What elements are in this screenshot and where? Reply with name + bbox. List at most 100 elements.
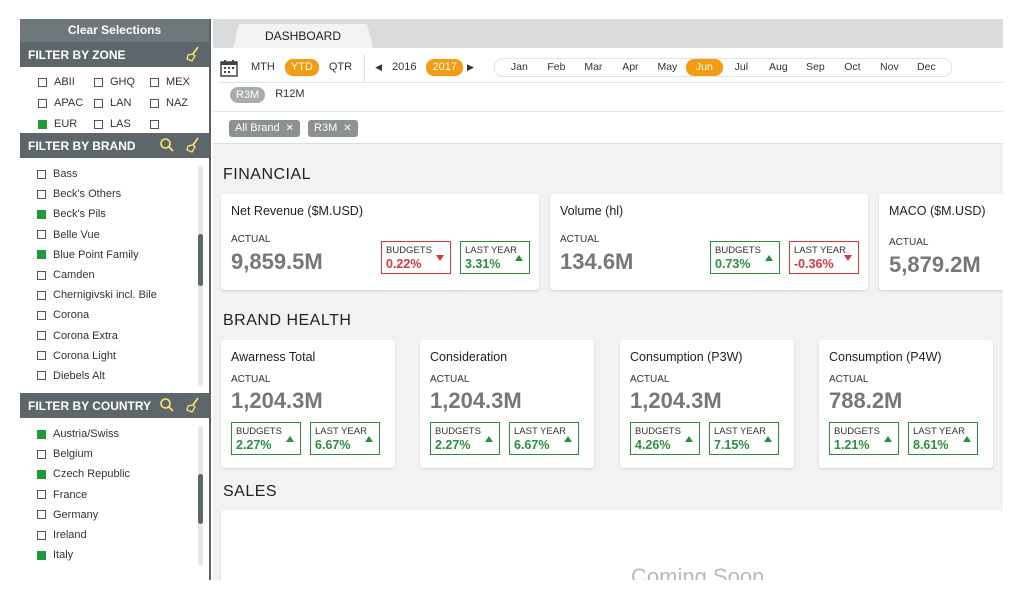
checkbox[interactable]	[38, 98, 47, 108]
rolling-period-toggle[interactable]: R3M	[230, 86, 266, 103]
checkbox-item[interactable]: MEX	[150, 74, 206, 90]
checkbox[interactable]	[37, 371, 46, 381]
checkbox-item[interactable]: Corona Light	[37, 346, 209, 366]
checkbox-item[interactable]: Belle Vue	[37, 225, 209, 245]
checkbox-item[interactable]: Corona	[37, 305, 209, 325]
checkbox[interactable]	[37, 331, 46, 341]
tab-dashboard[interactable]: DASHBOARD	[233, 24, 373, 48]
checkbox-item[interactable]: Austria/Swiss	[37, 424, 209, 444]
checkbox-item[interactable]: LAS	[94, 116, 150, 132]
checkbox-item[interactable]: EUR	[38, 116, 94, 132]
checkbox[interactable]	[150, 98, 159, 108]
checkbox[interactable]	[37, 169, 46, 179]
checkbox[interactable]	[94, 77, 103, 87]
checkbox-item[interactable]: Belgium	[37, 444, 209, 464]
kpi-actual-label: ACTUAL	[889, 237, 929, 248]
checkbox[interactable]	[37, 510, 46, 520]
budgets-metric: BUDGETS 2.27%	[430, 422, 500, 455]
kpi-actual-label: ACTUAL	[231, 234, 271, 245]
broom-icon[interactable]	[185, 46, 201, 62]
checkbox-item[interactable]: Beck's Others	[37, 184, 209, 204]
calendar-icon[interactable]	[219, 58, 239, 78]
checkbox-item[interactable]: LAN	[94, 95, 150, 111]
checkbox-label: Beck's Pils	[53, 208, 106, 221]
year-toggle[interactable]: 2017	[426, 59, 463, 76]
checkbox[interactable]	[38, 77, 47, 87]
checkbox-item[interactable]: Italy	[37, 545, 209, 565]
last-year-metric: LAST YEAR -0.36%	[789, 241, 859, 274]
checkbox-item[interactable]: Germany	[37, 505, 209, 525]
checkbox[interactable]	[37, 209, 46, 219]
checkbox[interactable]	[150, 119, 159, 129]
checkbox[interactable]	[37, 310, 46, 320]
country-scroll-thumb[interactable]	[198, 474, 203, 524]
month-toggle[interactable]: Aug	[769, 61, 788, 73]
month-toggle[interactable]: Apr	[622, 61, 639, 73]
month-toggle[interactable]: Sep	[806, 61, 825, 73]
checkbox-item[interactable]	[150, 116, 206, 132]
checkbox-item[interactable]: Beck's Pils	[37, 204, 209, 224]
checkbox-item[interactable]: France	[37, 485, 209, 505]
checkbox-item[interactable]: Corona Extra	[37, 326, 209, 346]
kpi-title: Consumption (P4W)	[829, 350, 942, 364]
month-toggle[interactable]: Nov	[880, 61, 899, 73]
checkbox-item[interactable]: GHQ	[94, 74, 150, 90]
checkbox[interactable]	[37, 469, 46, 479]
country-scrollbar[interactable]	[198, 426, 203, 566]
close-icon[interactable]: ✕	[285, 122, 295, 134]
broom-icon[interactable]	[185, 397, 201, 413]
month-toggle[interactable]: Oct	[844, 61, 861, 73]
checkbox[interactable]	[94, 98, 103, 108]
search-icon[interactable]	[159, 137, 175, 153]
search-icon[interactable]	[159, 397, 175, 413]
month-toggle[interactable]: Jun	[685, 59, 723, 76]
checkbox-item[interactable]: Chernigivski incl. Bile	[37, 285, 209, 305]
period-toggle[interactable]: QTR	[328, 61, 353, 73]
checkbox[interactable]	[37, 550, 46, 560]
year-prev-arrow-icon[interactable]: ◀	[375, 62, 382, 72]
checkbox[interactable]	[37, 290, 46, 300]
trend-down-icon	[844, 255, 852, 261]
broom-icon[interactable]	[185, 137, 201, 153]
checkbox-item[interactable]: Ireland	[37, 525, 209, 545]
checkbox-item[interactable]: Blue Point Family	[37, 245, 209, 265]
checkbox[interactable]	[37, 270, 46, 280]
checkbox[interactable]	[37, 351, 46, 361]
brand-scrollbar[interactable]	[198, 166, 203, 386]
checkbox-item[interactable]: Diebels Alt	[37, 366, 209, 386]
month-toggle[interactable]: Feb	[547, 61, 566, 73]
period-toggle[interactable]: MTH	[251, 61, 275, 73]
month-toggle[interactable]: Mar	[584, 61, 603, 73]
checkbox[interactable]	[37, 250, 46, 260]
metric-label: BUDGETS	[635, 426, 681, 437]
checkbox[interactable]	[37, 449, 46, 459]
year-toggle[interactable]: 2016	[391, 61, 417, 73]
rolling-period-group: R3M R12M	[230, 86, 311, 103]
checkbox-item[interactable]: Bass	[37, 164, 209, 184]
checkbox[interactable]	[37, 230, 46, 240]
close-icon[interactable]: ✕	[343, 122, 352, 134]
checkbox[interactable]	[37, 490, 46, 500]
period-toggle[interactable]: YTD	[284, 59, 319, 76]
trend-up-icon	[764, 436, 772, 442]
checkbox-item[interactable]: NAZ	[150, 95, 206, 111]
rolling-period-toggle[interactable]: R12M	[275, 88, 305, 100]
checkbox-item[interactable]: Camden	[37, 265, 209, 285]
checkbox[interactable]	[37, 189, 46, 199]
checkbox[interactable]	[38, 119, 47, 129]
month-toggle[interactable]: Jan	[510, 61, 528, 73]
checkbox[interactable]	[150, 77, 159, 87]
tab-bar: DASHBOARD	[213, 19, 1003, 48]
year-next-arrow-icon[interactable]: ▶	[466, 62, 474, 72]
checkbox-item[interactable]: ABII	[38, 74, 94, 90]
month-toggle[interactable]: Dec	[917, 61, 936, 73]
brand-scroll-thumb[interactable]	[198, 234, 203, 286]
checkbox-item[interactable]: Czech Republic	[37, 464, 209, 484]
checkbox[interactable]	[37, 429, 46, 439]
month-toggle[interactable]: May	[657, 61, 678, 73]
clear-selections-button[interactable]: Clear Selections	[20, 19, 209, 42]
checkbox-item[interactable]: APAC	[38, 95, 94, 111]
checkbox[interactable]	[37, 530, 46, 540]
checkbox[interactable]	[94, 119, 103, 129]
month-toggle[interactable]: Jul	[734, 61, 749, 73]
